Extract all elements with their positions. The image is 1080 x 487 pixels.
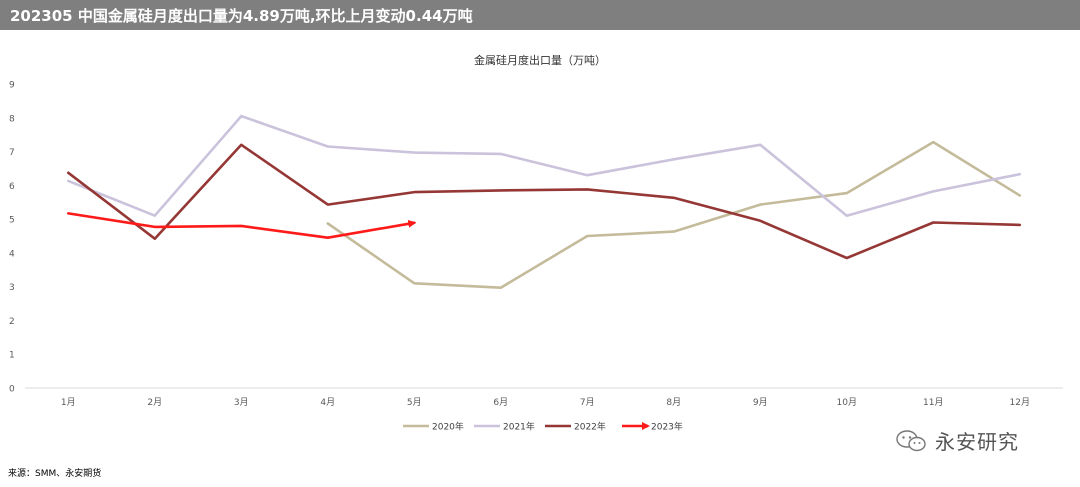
y-tick-label: 9: [9, 81, 15, 91]
x-tick-label: 2月: [147, 397, 162, 408]
legend-item: 2020年: [403, 421, 464, 433]
y-tick-label: 0: [9, 385, 15, 395]
x-tick-label: 5月: [407, 397, 422, 408]
x-tick-label: 4月: [320, 397, 335, 408]
legend-item: 2022年: [545, 421, 606, 433]
x-tick-label: 11月: [923, 397, 943, 408]
legend-label: 2023年: [651, 421, 683, 433]
x-tick-label: 1月: [61, 397, 76, 408]
legend-label: 2022年: [574, 421, 606, 433]
watermark: 永安研究: [895, 426, 1019, 455]
x-tick-label: 10月: [837, 397, 857, 408]
y-tick-label: 8: [9, 114, 15, 124]
y-tick-label: 4: [9, 249, 15, 259]
series-line-2022年: [67, 143, 1022, 260]
series-line-2023年: [67, 212, 417, 239]
source-note: 来源：SMM、永安期货: [8, 469, 102, 479]
y-tick-label: 7: [9, 148, 15, 158]
y-tick-label: 1: [9, 351, 15, 361]
x-tick-label: 8月: [666, 397, 681, 408]
legend-item: 2021年: [474, 421, 535, 433]
y-tick-label: 3: [9, 283, 15, 293]
y-tick-label: 6: [9, 182, 15, 192]
series-line-2020年: [326, 140, 1022, 290]
series-line-2021年: [67, 114, 1022, 217]
title-bar: 202305 中国金属硅月度出口量为4.89万吨,环比上月变动0.44万吨: [0, 0, 1080, 30]
x-tick-label: 3月: [234, 397, 249, 408]
line-chart: 金属硅月度出口量（万吨） 0 1 2 3 4 5 6 7 8 9 1月 2月 3月 4月 5月 6月 7月 8月 9…: [9, 53, 1063, 433]
x-tick-label: 7月: [580, 397, 595, 408]
x-tick-label: 9月: [753, 397, 768, 408]
watermark-text: 永安研究: [935, 430, 1019, 454]
y-tick-label: 2: [9, 317, 15, 327]
page-title: 202305 中国金属硅月度出口量为4.89万吨,环比上月变动0.44万吨: [10, 7, 473, 25]
legend-label: 2021年: [503, 421, 535, 433]
y-tick-label: 5: [9, 216, 15, 226]
chart-title: 金属硅月度出口量（万吨）: [474, 53, 606, 67]
legend-label: 2020年: [432, 421, 464, 433]
wechat-icon: [896, 429, 926, 451]
legend-item: 2023年: [622, 421, 683, 433]
x-tick-label: 12月: [1010, 397, 1030, 408]
x-tick-label: 6月: [493, 397, 508, 408]
